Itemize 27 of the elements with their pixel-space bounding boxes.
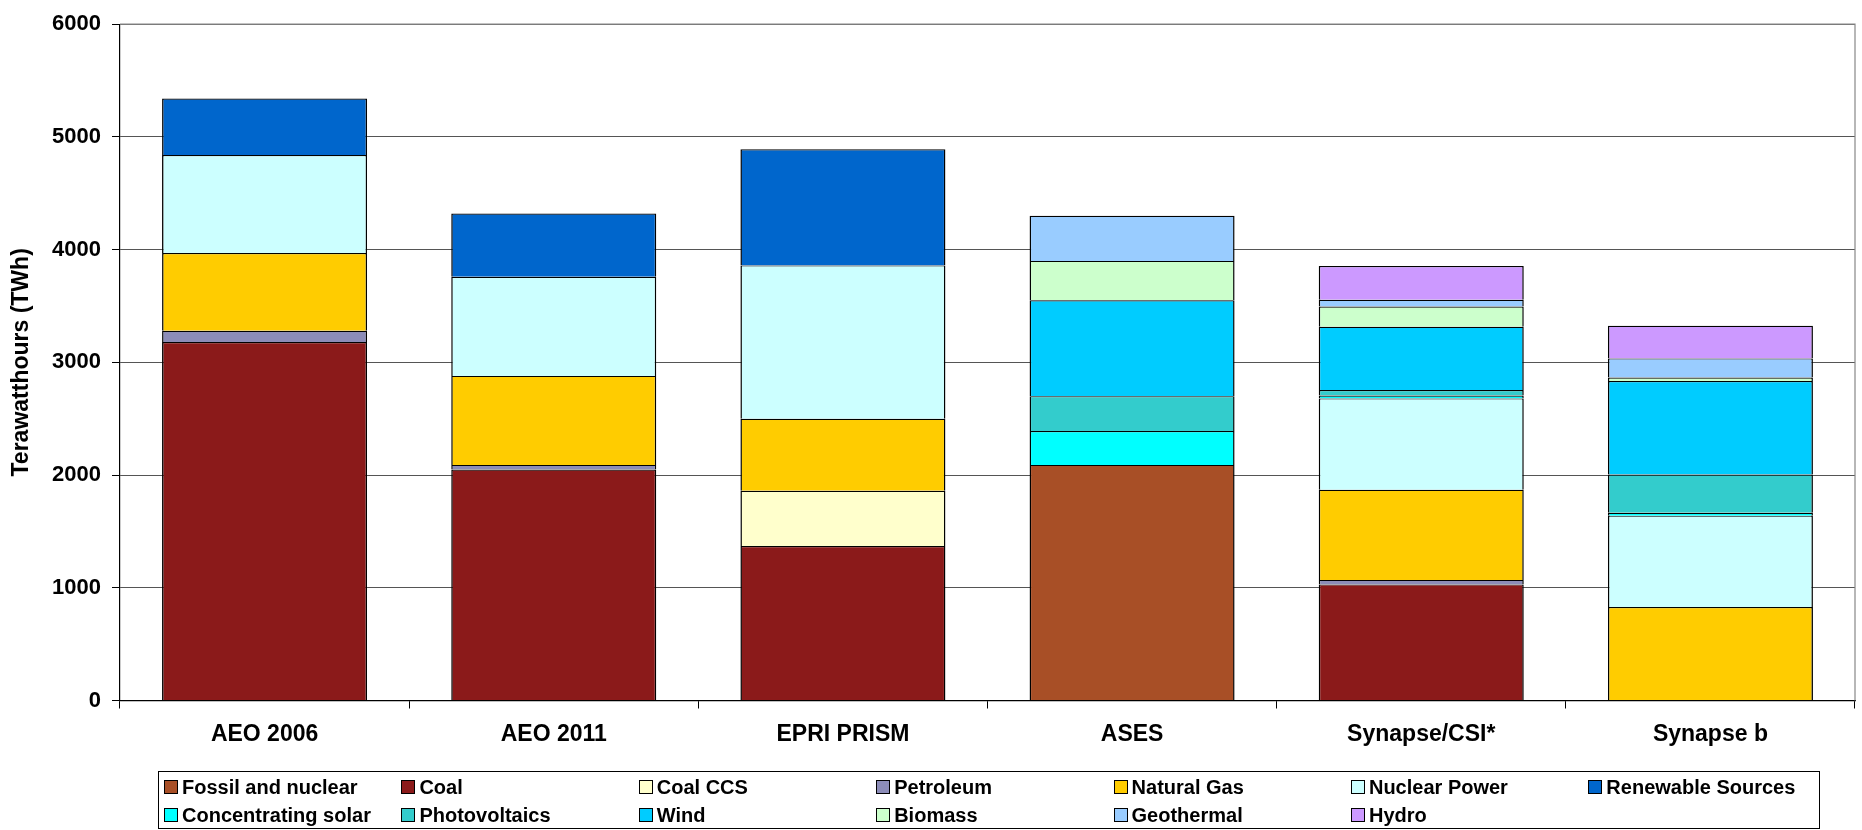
legend-label: Photovoltaics	[419, 803, 551, 827]
legend-label: Coal	[419, 775, 463, 799]
legend-label: Wind	[656, 803, 706, 827]
x-tick-label: Synapse/CSI*	[1347, 719, 1496, 746]
y-tick-label: 1000	[52, 573, 101, 599]
legend-label: Nuclear Power	[1368, 775, 1508, 799]
x-tick-label: ASES	[1100, 719, 1164, 746]
x-tick-label: Synapse b	[1652, 719, 1768, 746]
y-tick-label: 2000	[52, 461, 101, 487]
legend-label: Geothermal	[1131, 803, 1243, 827]
legend-label: Hydro	[1368, 803, 1427, 827]
legend-label: Fossil and nuclear	[182, 775, 358, 799]
y-tick-label: 5000	[52, 122, 101, 148]
legend-label: Biomass	[894, 803, 978, 827]
x-tick-label: EPRI PRISM	[776, 719, 910, 746]
legend-label: Petroleum	[894, 775, 992, 799]
legend-label: Natural Gas	[1131, 775, 1244, 799]
legend-label: Concentrating solar	[182, 803, 371, 827]
y-axis-title: Terawatthours (TWh)	[7, 248, 34, 477]
y-tick-label: 6000	[52, 10, 101, 36]
legend-label: Renewable Sources	[1606, 775, 1796, 799]
x-tick-label: AEO 2011	[500, 719, 608, 746]
y-tick-label: 4000	[52, 235, 101, 261]
legend-label: Coal CCS	[656, 775, 748, 799]
x-tick-label: AEO 2006	[210, 719, 319, 746]
y-tick-label: 0	[88, 686, 101, 712]
y-tick-label: 3000	[52, 348, 101, 374]
